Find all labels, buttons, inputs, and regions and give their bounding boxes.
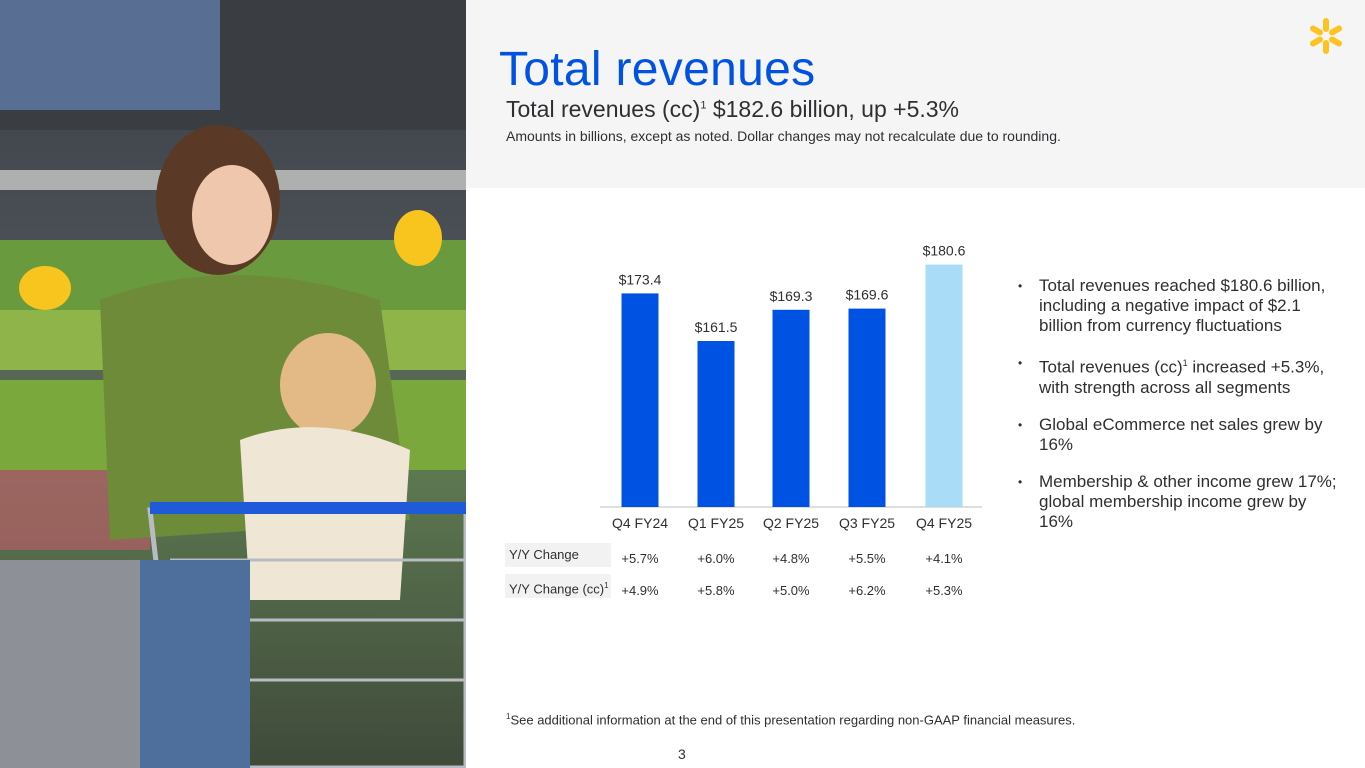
bar-q4-fy25 xyxy=(925,264,963,507)
bullet-text: increased +5.3%, with strength across al… xyxy=(1039,357,1325,397)
yy-change-cc-footnote-marker: 1 xyxy=(604,581,609,590)
bar-value-label: $169.6 xyxy=(846,287,889,303)
shopping-scene-illustration xyxy=(0,0,466,768)
yy-change-value: +4.1% xyxy=(925,551,963,566)
bar-value-label: $161.5 xyxy=(695,319,738,335)
subtitle-rest: $182.6 billion, up +5.3% xyxy=(706,96,959,122)
hero-photo xyxy=(0,0,466,768)
footnote-text: See additional information at the end of… xyxy=(510,712,1076,728)
yy-change-cc-label: Y/Y Change (cc)1 xyxy=(505,574,611,598)
x-tick-label: Q4 FY24 xyxy=(612,515,668,531)
page-subtitle: Total revenues (cc)1 $182.6 billion, up … xyxy=(506,96,959,123)
yy-change-cc-text: Y/Y Change (cc) xyxy=(509,581,605,597)
yy-change-cc-value: +5.3% xyxy=(925,583,963,598)
x-tick-label: Q1 FY25 xyxy=(688,515,744,531)
bar-q4-fy24 xyxy=(621,293,659,507)
yy-change-value: +5.5% xyxy=(848,551,886,566)
x-tick-label: Q3 FY25 xyxy=(839,515,895,531)
yy-change-cc-value: +6.2% xyxy=(848,583,886,598)
x-tick-label: Q4 FY25 xyxy=(916,515,972,531)
x-tick-label: Q2 FY25 xyxy=(763,515,819,531)
revenue-bar-chart: $173.4 Q4 FY24 $161.5 Q1 FY25 $169.3 Q2 FY25 $… xyxy=(600,243,982,531)
subtitle-main: Total revenues (cc) xyxy=(506,96,701,122)
bullet-item: Global eCommerce net sales grew by 16% xyxy=(1018,415,1338,455)
bullet-text: Total revenues (cc) xyxy=(1039,357,1183,377)
yy-change-value: +5.7% xyxy=(621,551,659,566)
spark-logo-icon xyxy=(1310,18,1342,54)
footnote-marker: 1 xyxy=(506,712,511,721)
subtitle-footnote-marker: 1 xyxy=(700,99,707,112)
yy-change-value: +6.0% xyxy=(697,551,735,566)
bar-q3-fy25 xyxy=(848,308,886,507)
bar-value-label: $173.4 xyxy=(619,271,662,287)
yy-change-cc-value: +5.0% xyxy=(772,583,810,598)
bar-value-label: $180.6 xyxy=(923,243,966,259)
page-title: Total revenues xyxy=(499,43,816,96)
header-band xyxy=(466,0,1365,188)
bar-q1-fy25 xyxy=(697,341,735,507)
yy-change-cc-value: +5.8% xyxy=(697,583,735,598)
bullet-item: Total revenues (cc)1 increased +5.3%, wi… xyxy=(1018,353,1338,398)
footnote: 1See additional information at the end o… xyxy=(506,712,1075,727)
amounts-note: Amounts in billions, except as noted. Do… xyxy=(506,128,1061,144)
yy-change-value: +4.8% xyxy=(772,551,810,566)
yy-change-cc-value: +4.9% xyxy=(621,583,659,598)
highlights-list: Total revenues reached $180.6 billion, i… xyxy=(1018,276,1338,549)
yy-change-label: Y/Y Change xyxy=(505,543,611,567)
bullet-item: Membership & other income grew 17%; glob… xyxy=(1018,472,1338,532)
bar-q2-fy25 xyxy=(772,309,810,507)
bar-value-label: $169.3 xyxy=(770,288,813,304)
bullet-item: Total revenues reached $180.6 billion, i… xyxy=(1018,276,1338,336)
bullet-footnote-marker: 1 xyxy=(1182,358,1188,368)
page-number: 3 xyxy=(678,746,686,762)
